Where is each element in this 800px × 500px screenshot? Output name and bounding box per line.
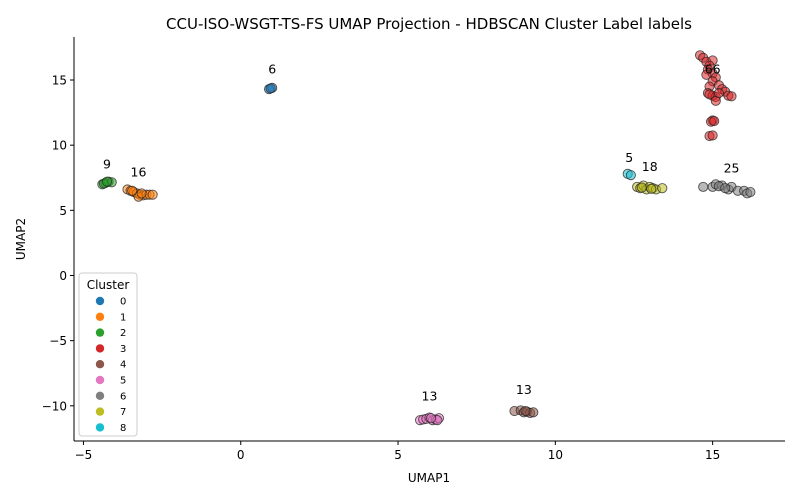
- legend-title: Cluster: [87, 278, 130, 292]
- data-point-cluster-3: [709, 116, 720, 127]
- x-tick-label: 5: [394, 448, 402, 462]
- legend-marker-6: [95, 391, 105, 400]
- legend-marker-0: [95, 296, 105, 306]
- legend-label-5: 5: [120, 376, 126, 387]
- data-point-cluster-7: [657, 183, 668, 194]
- legend-marker-2: [95, 328, 105, 337]
- legend-label-1: 1: [120, 312, 126, 323]
- y-ticks: −10 −5 0 5 10 15: [42, 74, 74, 413]
- y-tick-label: 15: [52, 74, 67, 88]
- chart-title: CCU-ISO-WSGT-TS-FS UMAP Projection - HDB…: [166, 15, 692, 33]
- x-tick-label: 15: [705, 448, 720, 462]
- data-point-cluster-3: [713, 87, 724, 99]
- data-point-cluster-5: [426, 413, 437, 424]
- cluster-size-label: 66: [705, 61, 721, 76]
- data-point-cluster-3: [726, 91, 737, 102]
- cluster-size-label: 13: [422, 389, 438, 404]
- legend-marker-8: [95, 423, 105, 432]
- data-point-cluster-1: [147, 189, 158, 200]
- data-point-cluster-6: [745, 187, 756, 198]
- cluster-size-label: 13: [516, 382, 532, 397]
- scatter-points: [97, 50, 756, 426]
- legend-marker-4: [95, 360, 105, 369]
- data-point-cluster-2: [101, 176, 113, 187]
- cluster-size-label: 5: [625, 150, 633, 165]
- y-tick-label: 10: [52, 139, 67, 153]
- legend-label-4: 4: [120, 360, 126, 371]
- data-point-cluster-1: [136, 188, 147, 199]
- legend-label-2: 2: [120, 328, 126, 339]
- data-point-cluster-6: [720, 183, 731, 194]
- legend-label-7: 7: [120, 407, 126, 418]
- legend-frame: [78, 272, 138, 437]
- data-point-cluster-3: [704, 89, 715, 100]
- data-point-cluster-1: [127, 185, 138, 196]
- cluster-size-label: 18: [642, 159, 658, 174]
- legend-marker-1: [95, 312, 105, 321]
- legend-label-8: 8: [120, 423, 126, 434]
- x-tick-label: 0: [237, 448, 245, 462]
- x-tick-label: 10: [548, 448, 563, 462]
- data-point-cluster-7: [646, 183, 657, 194]
- legend-marker-7: [95, 407, 105, 416]
- y-axis-label: UMAP2: [14, 218, 28, 260]
- data-point-cluster-3: [701, 69, 712, 80]
- y-tick-label: 0: [59, 269, 67, 283]
- cluster-size-label: 9: [103, 157, 111, 172]
- y-tick-label: −5: [49, 334, 67, 348]
- legend-marker-3: [95, 344, 105, 353]
- legend-label-3: 3: [120, 344, 126, 355]
- legend: Cluster 0 1 2 3 4 5 6 7 8: [78, 272, 138, 437]
- y-tick-label: 5: [59, 204, 67, 218]
- data-point-cluster-3: [707, 130, 718, 141]
- cluster-size-label: 25: [724, 161, 740, 176]
- x-tick-label: −5: [75, 448, 93, 462]
- axes: [73, 37, 785, 442]
- data-point-cluster-8: [625, 170, 636, 181]
- y-tick-label: −10: [42, 399, 67, 413]
- cluster-size-label: 16: [131, 164, 147, 179]
- data-point-cluster-7: [636, 182, 647, 193]
- cluster-size-label: 6: [268, 61, 276, 76]
- data-point-cluster-6: [698, 181, 709, 192]
- legend-label-0: 0: [120, 297, 126, 308]
- data-point-cluster-4: [520, 405, 531, 417]
- legend-label-6: 6: [120, 391, 126, 402]
- data-point-cluster-0: [265, 83, 276, 94]
- legend-marker-5: [95, 375, 105, 385]
- x-ticks: −5 0 5 10 15: [75, 441, 720, 462]
- x-axis-label: UMAP1: [408, 471, 450, 485]
